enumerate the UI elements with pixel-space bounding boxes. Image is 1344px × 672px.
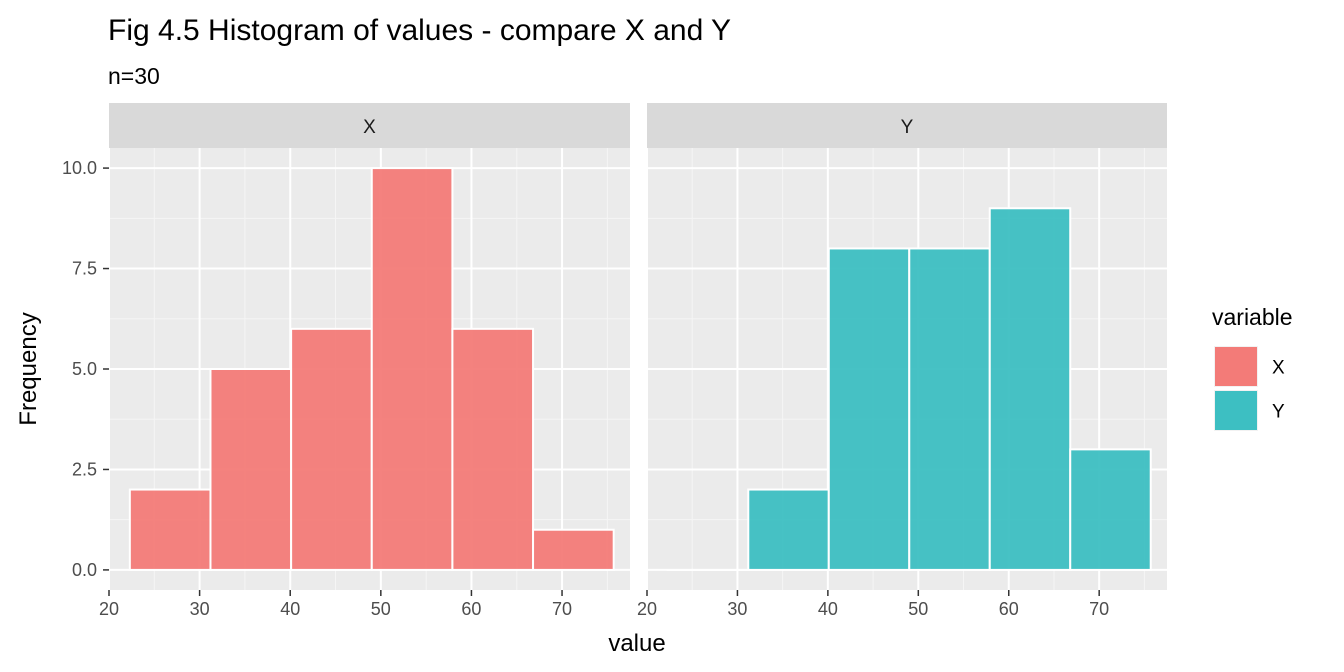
- y-axis: 0.0 2.5 5.0 7.5 10.0: [62, 158, 109, 580]
- histogram-bar-y-2: [747, 488, 830, 571]
- histogram-bar-y-6: [1069, 448, 1152, 571]
- facet-panel-y: Y 20 30 40 50 60 70: [637, 103, 1167, 619]
- x-tick-label: 30: [727, 599, 747, 619]
- histogram-bar-x-2: [209, 368, 293, 571]
- x-tick-label: 50: [908, 599, 928, 619]
- histogram-bar-x-3: [290, 327, 373, 571]
- histogram-bar-x-4: [370, 167, 454, 571]
- legend-label-x: X: [1272, 358, 1285, 379]
- x-tick-label: 60: [999, 599, 1019, 619]
- chart-title: Fig 4.5 Histogram of values - compare X …: [108, 14, 731, 47]
- x-tick-label: 40: [818, 599, 838, 619]
- x-tick-label: 30: [190, 599, 210, 619]
- x-axis-title: value: [608, 630, 665, 657]
- histogram-bar-x-5: [451, 327, 535, 571]
- x-tick-label: 20: [99, 599, 119, 619]
- y-tick-label: 0.0: [72, 560, 97, 580]
- y-tick-label: 5.0: [72, 359, 97, 379]
- x-tick-label: 40: [280, 599, 300, 619]
- histogram-bar-x-6: [532, 528, 615, 571]
- legend-swatch-x: [1215, 347, 1257, 386]
- histogram-bar-x-1: [128, 488, 212, 571]
- histogram-bar-y-5: [988, 207, 1072, 571]
- x-tick-label: 70: [552, 599, 572, 619]
- facet-strip: [109, 103, 630, 148]
- legend: variable X Y: [1212, 304, 1293, 431]
- legend-swatch-y: [1215, 391, 1257, 430]
- x-tick-label: 50: [371, 599, 391, 619]
- histogram-bar-y-4: [908, 247, 991, 571]
- facet-strip-label: X: [363, 117, 376, 138]
- facet-panels: X 20 30 40 50 60 70 Y 20 30 40 50 60 70: [99, 103, 1167, 619]
- facet-strip: [647, 103, 1167, 148]
- histogram-bar-y-3: [827, 247, 911, 571]
- y-tick-label: 7.5: [72, 259, 97, 279]
- facet-panel-x: X 20 30 40 50 60 70: [99, 103, 630, 619]
- legend-title: variable: [1212, 304, 1293, 330]
- y-tick-label: 2.5: [72, 459, 97, 479]
- y-tick-label: 10.0: [62, 158, 97, 178]
- y-axis-title: Frequency: [15, 312, 42, 425]
- x-tick-label: 60: [461, 599, 481, 619]
- x-tick-label: 70: [1089, 599, 1109, 619]
- legend-label-y: Y: [1272, 402, 1285, 423]
- x-tick-label: 20: [637, 599, 657, 619]
- chart-subtitle: n=30: [108, 63, 160, 89]
- facet-strip-label: Y: [901, 117, 914, 138]
